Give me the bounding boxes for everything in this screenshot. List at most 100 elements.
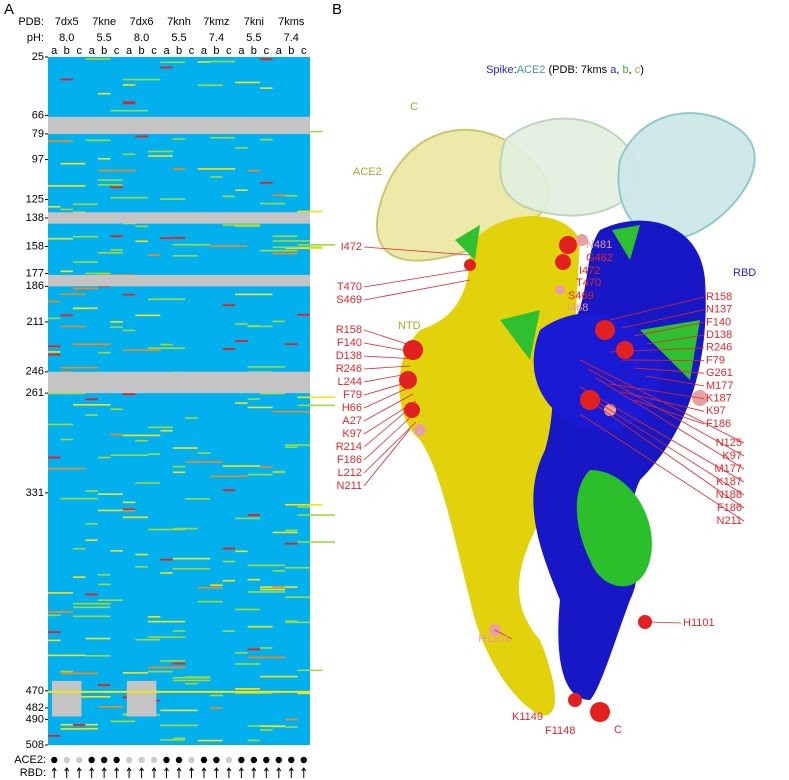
heat-streak — [272, 570, 286, 572]
leader-line — [363, 400, 417, 435]
heat-streak — [122, 349, 161, 351]
residue-label: 158 — [26, 240, 44, 252]
residue-label: 97 — [32, 153, 44, 165]
heat-streak — [122, 508, 136, 511]
heat-streak — [122, 672, 148, 674]
heat-streak — [285, 621, 310, 624]
heat-streak — [147, 670, 173, 673]
heat-streak — [97, 169, 136, 172]
rbd-arrow — [164, 767, 169, 778]
chain-label: b — [64, 45, 70, 57]
heat-streak — [122, 84, 136, 86]
heat-streak — [247, 473, 273, 476]
ace2-dot — [213, 756, 220, 764]
heat-streak — [185, 676, 211, 678]
heat-streak — [72, 343, 111, 346]
heat-streak — [48, 631, 61, 633]
title-part: , — [629, 64, 635, 76]
heat-streak — [72, 695, 111, 698]
pdb-id: 7kms — [278, 16, 305, 28]
heat-streak — [110, 249, 123, 251]
heat-streak — [172, 567, 211, 570]
heat-streak — [160, 558, 173, 561]
leader-line — [363, 355, 417, 360]
heat-streak — [297, 506, 310, 508]
heat-streak — [285, 726, 298, 728]
residue-annotation: A27 — [342, 415, 362, 427]
leader-line — [363, 407, 411, 448]
heat-streak — [210, 584, 223, 587]
ace2-dot — [275, 756, 283, 764]
heat-streak — [235, 189, 248, 191]
residue-annotation: S469 — [568, 290, 594, 302]
heat-streak — [48, 654, 86, 657]
heat-streak — [160, 739, 186, 741]
rbd-arrow — [301, 767, 307, 778]
chain-label: c — [189, 45, 195, 57]
rbd-arrow — [251, 767, 257, 778]
heat-streak — [260, 138, 273, 141]
heat-streak — [247, 406, 273, 409]
heat-streak — [172, 527, 198, 530]
heat-streak — [260, 675, 298, 678]
residue-annotation: K1149 — [512, 711, 543, 723]
ace2-dot — [288, 756, 295, 764]
heat-streak — [110, 326, 123, 328]
heat-streak — [272, 235, 298, 238]
heat-streak — [260, 725, 273, 727]
heat-streak — [285, 446, 298, 448]
heat-streak — [297, 669, 323, 672]
leader-line — [579, 413, 745, 522]
ph-value: 5.5 — [171, 32, 186, 44]
heat-streak — [185, 682, 198, 685]
heat-streak — [135, 314, 161, 317]
heat-streak — [222, 560, 236, 563]
heat-streak — [285, 566, 310, 569]
heat-streak — [247, 398, 261, 400]
heat-streak — [110, 433, 123, 436]
heat-streak — [297, 514, 335, 516]
heat-streak — [48, 205, 61, 208]
ace2-dot — [88, 756, 95, 764]
heat-streak — [48, 300, 61, 303]
heat-streak — [235, 81, 261, 84]
heat-streak — [72, 211, 86, 213]
heat-streak — [172, 471, 186, 474]
heat-streak — [260, 202, 286, 205]
heat-streak — [285, 246, 323, 249]
residue-annotation: K97 — [722, 450, 742, 462]
heat-streak — [172, 447, 198, 449]
chain-label: a — [126, 45, 133, 57]
heat-streak — [97, 493, 123, 495]
residue-annotation: F186 — [717, 502, 742, 514]
heat-streak — [172, 168, 186, 170]
chain-label: c — [264, 45, 270, 57]
residue-label: 66 — [32, 109, 44, 121]
heat-streak — [48, 353, 61, 356]
chain-label: c — [226, 45, 232, 57]
heat-streak — [135, 240, 148, 243]
heat-streak — [160, 429, 173, 432]
leader-line — [595, 377, 745, 470]
panel-label: B — [332, 1, 342, 18]
heat-streak — [222, 224, 261, 226]
heat-streak — [85, 139, 111, 142]
leader-line — [494, 629, 513, 640]
heat-streak — [72, 576, 86, 578]
heat-streak — [135, 638, 161, 641]
leader-line — [579, 386, 745, 483]
ace2-dot — [51, 756, 58, 764]
rbd-arrow — [114, 767, 120, 778]
heat-streak — [197, 739, 223, 742]
heat-streak — [147, 426, 173, 429]
heat-streak — [60, 293, 86, 296]
heat-streak — [260, 466, 273, 468]
rbd-arrow — [201, 767, 207, 778]
ace2-dot — [113, 756, 120, 764]
residue-label: 211 — [26, 316, 44, 328]
heat-streak — [147, 620, 186, 623]
heat-streak — [235, 608, 261, 611]
heat-streak — [247, 514, 261, 516]
heat-streak — [247, 366, 286, 368]
ace2-dot — [63, 756, 70, 764]
